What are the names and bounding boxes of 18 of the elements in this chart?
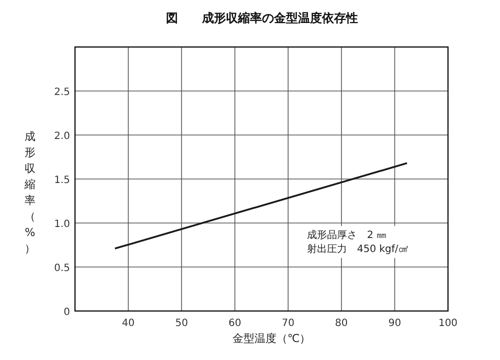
x-tick-label: 100 [438, 318, 458, 329]
x-tick-label: 80 [335, 318, 348, 329]
y-axis-title: 成形収縮率（%） [24, 130, 36, 255]
y-tick-label: 2.5 [54, 87, 70, 98]
y-tick-label: 2.0 [54, 131, 70, 142]
y-tick-label: 1.0 [54, 219, 70, 230]
y-tick-label: 1.5 [54, 175, 70, 186]
x-tick-label: 50 [175, 318, 188, 329]
x-axis-title: 金型温度（℃） [232, 332, 311, 345]
x-tick-label: 70 [282, 318, 295, 329]
x-tick-label: 90 [388, 318, 402, 329]
y-tick-label: 0 [64, 307, 70, 318]
annotation: 成形品厚さ 2 ㎜ [307, 229, 387, 241]
annotation: 射出圧力 450 kgf/㎠ [307, 243, 408, 255]
x-tick-label: 40 [122, 318, 135, 329]
x-tick-label: 60 [228, 318, 242, 329]
chart-title: 図 成形収縮率の金型温度依存性 [166, 11, 358, 25]
y-tick-label: 0.5 [54, 263, 70, 274]
